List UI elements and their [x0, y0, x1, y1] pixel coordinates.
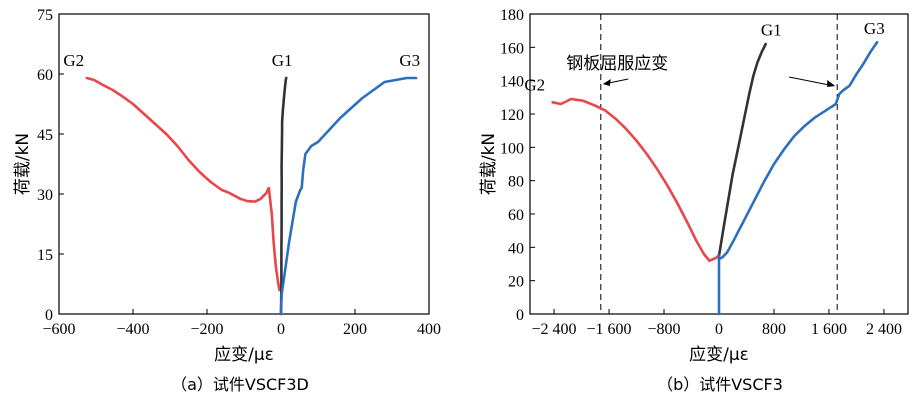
x-tick-label: 1 600: [811, 321, 847, 338]
chart-panel-a: −600 −400 −200 0 200 400 0 15 30 45 60 75 G1 G2 G3 应变/μ…: [13, 7, 441, 394]
series-label: G1: [272, 51, 293, 70]
series-line-g3: [717, 40, 879, 261]
x-tick-label: −800: [648, 321, 681, 338]
x-tick-label: 0: [715, 321, 723, 338]
x-tick-label: 400: [417, 321, 441, 338]
x-tick-label: 2 400: [866, 321, 902, 338]
y-tick-label: 75: [37, 7, 53, 24]
x-axis-title: 应变/με: [214, 345, 274, 365]
y-tick-label: 45: [37, 127, 53, 144]
panel-caption: （b）试件VSCF3: [657, 375, 783, 394]
y-tick-label: 0: [516, 307, 524, 324]
panel-caption: （a）试件VSCF3D: [171, 375, 309, 394]
annotation-label: 钢板屈服应变: [566, 54, 668, 74]
x-tick-label: −400: [116, 321, 149, 338]
chart-panel-b: −2 400 −1 600 −800 0 800 1 600 2 400 0 20 40 60 80 1…: [479, 7, 909, 394]
annotation-arrow-left: [608, 78, 629, 84]
series-line-g2: [551, 97, 721, 263]
y-tick-label: 30: [37, 187, 53, 204]
y-tick-label: 140: [500, 74, 524, 91]
y-axis-title: 荷载/kN: [13, 133, 33, 195]
y-axis-title: 荷载/kN: [479, 133, 499, 195]
x-tick-label: −1 600: [587, 321, 632, 338]
x-tick-label: 200: [343, 321, 367, 338]
annotation-arrow-right: [789, 76, 830, 86]
series-line-g1: [717, 42, 768, 257]
y-tick-label: 120: [500, 107, 524, 124]
series-label: G1: [761, 21, 782, 40]
series-line-g2: [85, 76, 281, 292]
x-tick-label: −600: [42, 321, 75, 338]
y-tick-label: 100: [500, 140, 524, 157]
y-tick-label: 40: [508, 240, 524, 257]
x-tick-label: −2 400: [532, 321, 577, 338]
series-line-g1: [279, 76, 288, 316]
y-tick-label: 180: [500, 7, 524, 24]
y-tick-label: 20: [508, 274, 524, 291]
series-label: G2: [63, 51, 84, 70]
annotation-arrowhead-right: [827, 80, 836, 87]
y-tick-label: 80: [508, 174, 524, 191]
x-tick-label: 0: [277, 321, 285, 338]
plot-frame: [58, 13, 430, 315]
y-tick-label: 0: [45, 307, 53, 324]
x-tick-label: −200: [190, 321, 223, 338]
y-tick-label: 15: [37, 247, 53, 264]
y-tick-label: 60: [37, 67, 53, 84]
y-tick-label: 160: [500, 40, 524, 57]
series-label: G3: [864, 19, 885, 38]
series-label: G3: [399, 51, 420, 70]
annotation-arrowhead-left: [602, 79, 611, 86]
series-label: G2: [524, 76, 545, 95]
y-tick-label: 60: [508, 207, 524, 224]
x-axis-title: 应变/με: [689, 345, 749, 365]
series-line-g3: [279, 76, 418, 316]
x-tick-label: 800: [762, 321, 786, 338]
